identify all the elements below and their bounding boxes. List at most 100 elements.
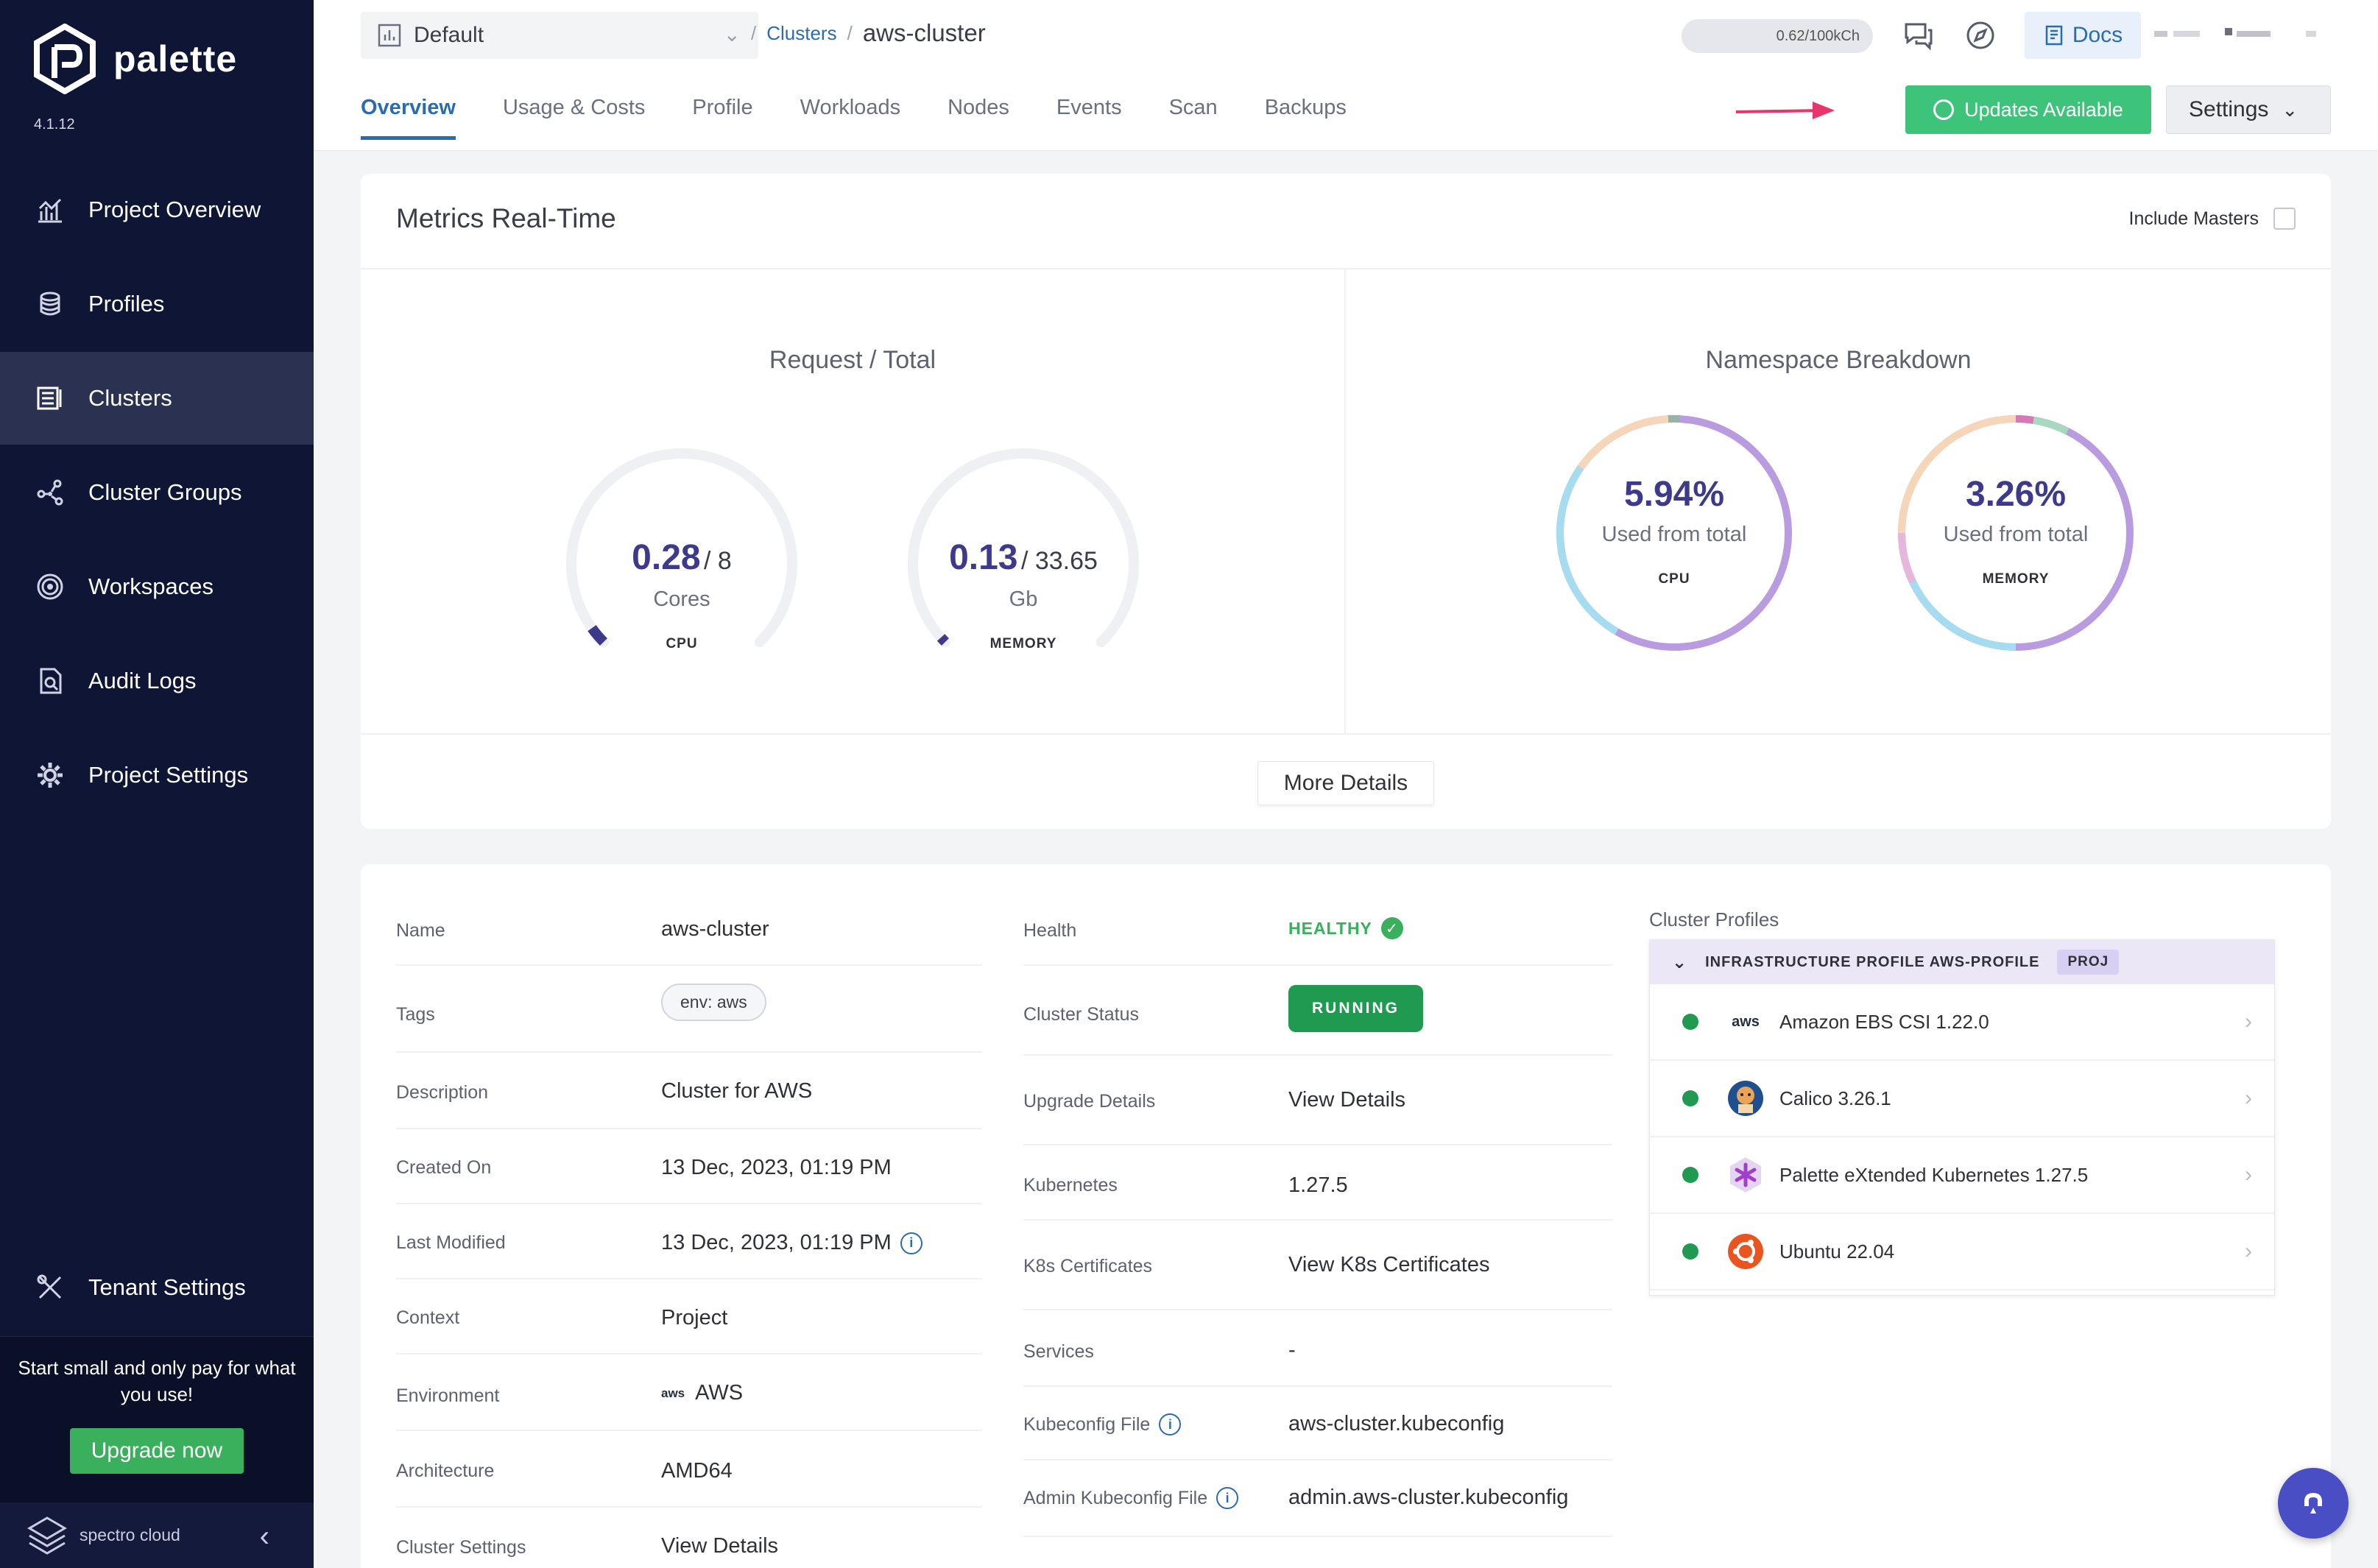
- tab-usage-costs[interactable]: Usage & Costs: [502, 96, 646, 119]
- metrics-title: Metrics Real-Time: [396, 203, 616, 233]
- sidebar-item-cluster-groups[interactable]: Cluster Groups: [0, 446, 314, 539]
- network-icon: [34, 476, 66, 509]
- tab-profile[interactable]: Profile: [692, 96, 753, 119]
- settings-dropdown[interactable]: Settings ⌄: [2166, 85, 2331, 134]
- detail-row-k8s-certificates: K8s Certificates View K8s Certificates: [1023, 1221, 1612, 1310]
- more-details-button[interactable]: More Details: [1257, 761, 1434, 805]
- chevron-right-icon: ›: [2245, 1162, 2252, 1187]
- cpu-gauge-unit: Cores: [653, 587, 710, 611]
- pack-name: Calico 3.26.1: [1779, 1087, 1891, 1109]
- detail-row-kubernetes: Kubernetes 1.27.5: [1023, 1145, 1612, 1221]
- pack-row[interactable]: Ubuntu 22.04 ›: [1650, 1214, 2274, 1290]
- k8s-certificates-link[interactable]: View K8s Certificates: [1288, 1253, 1490, 1276]
- tab-events[interactable]: Events: [1056, 96, 1122, 119]
- sidebar-item-label: Profiles: [88, 291, 165, 317]
- metrics-card: Metrics Real-Time Include Masters Reques…: [361, 174, 2331, 829]
- check-circle-icon: ✓: [1380, 917, 1403, 939]
- palette-logo[interactable]: palette: [32, 24, 237, 94]
- sidebar-item-label: Clusters: [88, 385, 172, 411]
- tab-overview[interactable]: Overview: [361, 96, 456, 140]
- include-masters[interactable]: Include Masters: [2129, 208, 2296, 230]
- docs-button[interactable]: Docs: [2025, 12, 2141, 59]
- tab-nodes[interactable]: Nodes: [948, 96, 1009, 119]
- project-selector[interactable]: Default ⌄: [361, 12, 758, 59]
- detail-key: Last Modified: [396, 1232, 506, 1253]
- sidebar-item-label: Project Overview: [88, 197, 261, 222]
- detail-row-description: Description Cluster for AWS: [396, 1053, 982, 1129]
- detail-key: Description: [396, 1082, 489, 1103]
- status-dot: [1682, 1014, 1698, 1030]
- detail-value: 13 Dec, 2023, 01:19 PM: [661, 1156, 892, 1179]
- detail-row-created-on: Created On 13 Dec, 2023, 01:19 PM: [396, 1129, 982, 1204]
- detail-key: Health: [1023, 920, 1077, 941]
- sidebar-item-project-settings[interactable]: Project Settings: [0, 729, 314, 822]
- footer-brand: spectro cloud: [80, 1525, 180, 1544]
- sidebar-item-tenant-settings[interactable]: Tenant Settings: [0, 1241, 314, 1334]
- pack-row[interactable]: aws Amazon EBS CSI 1.22.0 ›: [1650, 984, 2274, 1061]
- settings-label: Settings: [2189, 97, 2269, 121]
- detail-value: aws-cluster: [661, 917, 769, 941]
- profile-header[interactable]: ⌄ INFRASTRUCTURE PROFILE AWS-PROFILE PRO…: [1650, 940, 2274, 984]
- cpu-namespace-donut: [1556, 414, 1792, 651]
- request-total-title: Request / Total: [769, 346, 936, 374]
- chevron-right-icon: ›: [2245, 1239, 2252, 1263]
- detail-key: Cluster Settings: [396, 1537, 526, 1558]
- detail-row-upgrade-details: Upgrade Details View Details: [1023, 1056, 1612, 1145]
- gear-icon: [34, 759, 66, 791]
- pack-row[interactable]: Calico 3.26.1 ›: [1650, 1061, 2274, 1137]
- tab-workloads[interactable]: Workloads: [800, 96, 901, 119]
- upgrade-icon: [1933, 99, 1955, 120]
- detail-value: AWS: [695, 1381, 744, 1405]
- pointer-arrow: [1735, 102, 1835, 119]
- support-chat-button[interactable]: [2278, 1468, 2349, 1539]
- pack-row[interactable]: Palette eXtended Kubernetes 1.27.5 ›: [1650, 1137, 2274, 1214]
- detail-row-tags: Tags env: aws: [396, 966, 982, 1053]
- support-icon: [2304, 1493, 2322, 1514]
- version-label: 4.1.12: [34, 116, 75, 133]
- user-menu[interactable]: [2154, 28, 2316, 40]
- tools-icon: [34, 1271, 66, 1304]
- ubuntu-icon: [1725, 1231, 1766, 1272]
- compass-icon[interactable]: [1961, 16, 2000, 54]
- info-icon[interactable]: i: [900, 1232, 922, 1254]
- credit-usage-pill[interactable]: 0.62/100kCh: [1682, 19, 1873, 53]
- info-icon[interactable]: i: [1159, 1413, 1182, 1435]
- detail-key: Cluster Status: [1023, 1004, 1140, 1025]
- pack-name: Amazon EBS CSI 1.22.0: [1779, 1010, 1989, 1033]
- aws-icon: aws: [1732, 1013, 1760, 1030]
- cpu-gauge: [566, 448, 797, 648]
- tab-backups[interactable]: Backups: [1264, 96, 1347, 119]
- breadcrumb-current: aws-cluster: [862, 19, 986, 46]
- cpu-gauge-value: 0.28 / 8: [632, 538, 732, 577]
- memory-donut-label: MEMORY: [1982, 571, 2050, 587]
- collapse-sidebar-icon[interactable]: ‹: [259, 1520, 269, 1553]
- admin-kubeconfig-link[interactable]: admin.aws-cluster.kubeconfig: [1288, 1486, 1569, 1509]
- audit-icon: [34, 665, 66, 697]
- pack-name: Palette eXtended Kubernetes 1.27.5: [1779, 1163, 2089, 1186]
- detail-value: AMD64: [661, 1459, 733, 1483]
- cluster-settings-link[interactable]: View Details: [661, 1534, 779, 1558]
- tab-scan[interactable]: Scan: [1168, 96, 1218, 119]
- sidebar-item-clusters[interactable]: Clusters: [0, 352, 314, 445]
- detail-value: Cluster for AWS: [661, 1079, 813, 1103]
- cpu-gauge-label: CPU: [666, 636, 698, 651]
- detail-key: Kubeconfig File: [1023, 1413, 1151, 1435]
- include-masters-checkbox[interactable]: [2273, 208, 2296, 230]
- upgrade-details-link[interactable]: View Details: [1288, 1088, 1406, 1112]
- detail-row-name: Name aws-cluster: [396, 894, 982, 966]
- breadcrumb-clusters[interactable]: Clusters: [766, 21, 837, 44]
- info-icon[interactable]: i: [1216, 1487, 1239, 1509]
- chat-icon[interactable]: [1899, 16, 1938, 54]
- sidebar-item-profiles[interactable]: Profiles: [0, 258, 314, 350]
- breadcrumb: / Clusters / aws-cluster: [751, 19, 986, 46]
- sidebar-item-audit-logs[interactable]: Audit Logs: [0, 635, 314, 727]
- health-status: HEALTHY ✓: [1288, 917, 1403, 939]
- sidebar-item-workspaces[interactable]: Workspaces: [0, 540, 314, 633]
- detail-key: Context: [396, 1307, 460, 1328]
- updates-available-button[interactable]: Updates Available: [1905, 85, 2151, 134]
- upgrade-now-button[interactable]: Upgrade now: [70, 1428, 244, 1474]
- kubeconfig-link[interactable]: aws-cluster.kubeconfig: [1288, 1412, 1505, 1435]
- cluster-tabs: Overview Usage & Costs Profile Workloads…: [361, 96, 1394, 140]
- sidebar-item-project-overview[interactable]: Project Overview: [0, 163, 314, 256]
- detail-value: -: [1288, 1338, 1296, 1362]
